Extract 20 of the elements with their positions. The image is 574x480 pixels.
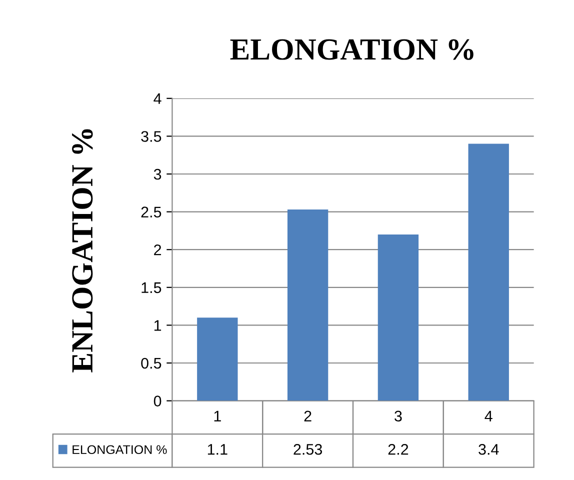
y-tick-label: 0.5 <box>141 358 162 369</box>
x-tick-label: 4 <box>484 410 492 422</box>
data-label: 3.4 <box>478 444 499 455</box>
data-label: 1.1 <box>208 444 228 455</box>
x-tick-label: 1 <box>214 410 221 422</box>
y-tick-label: 2.5 <box>141 206 162 218</box>
y-axis-title: ENLOGATION % <box>72 129 93 372</box>
y-tick-label: 1.5 <box>142 282 162 294</box>
x-tick-label: 2 <box>304 410 312 422</box>
data-label: 2.53 <box>294 444 322 455</box>
y-tick-label: 1 <box>154 320 162 331</box>
y-tick-label: 0 <box>154 396 162 406</box>
x-tick-label: 3 <box>394 410 402 422</box>
legend-label: ELONGATION % <box>72 445 167 454</box>
chart-title: ELONGATION % <box>230 39 474 60</box>
y-tick-label: 3.5 <box>141 131 162 142</box>
y-tick-label: 3 <box>154 168 162 180</box>
data-label: 2.2 <box>388 444 408 455</box>
y-tick-label: 4 <box>154 93 162 104</box>
y-tick-label: 2 <box>154 244 162 256</box>
